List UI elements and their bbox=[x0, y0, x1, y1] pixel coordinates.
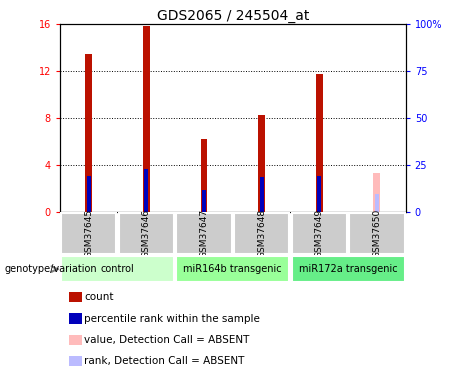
Bar bbox=[176, 256, 290, 282]
Text: count: count bbox=[84, 292, 113, 302]
Text: miR164b transgenic: miR164b transgenic bbox=[183, 264, 282, 274]
Bar bbox=[69, 356, 83, 366]
Text: percentile rank within the sample: percentile rank within the sample bbox=[84, 314, 260, 324]
Bar bbox=[118, 213, 174, 254]
Bar bbox=[61, 213, 116, 254]
Bar bbox=[176, 213, 231, 254]
Bar bbox=[258, 115, 265, 212]
Bar bbox=[143, 26, 150, 212]
Text: miR172a transgenic: miR172a transgenic bbox=[299, 264, 397, 274]
Bar bbox=[69, 292, 83, 303]
Bar bbox=[375, 194, 379, 212]
Text: rank, Detection Call = ABSENT: rank, Detection Call = ABSENT bbox=[84, 356, 244, 366]
Bar bbox=[373, 173, 380, 212]
Text: GSM37647: GSM37647 bbox=[200, 209, 208, 258]
Bar bbox=[234, 213, 290, 254]
Text: GSM37650: GSM37650 bbox=[372, 209, 381, 258]
Bar bbox=[316, 74, 323, 212]
Bar bbox=[69, 314, 83, 324]
Text: GSM37645: GSM37645 bbox=[84, 209, 93, 258]
Text: GSM37649: GSM37649 bbox=[315, 209, 324, 258]
Bar bbox=[260, 177, 264, 212]
Bar bbox=[144, 168, 148, 212]
Bar bbox=[69, 334, 83, 345]
Bar bbox=[61, 256, 174, 282]
Text: GSM37648: GSM37648 bbox=[257, 209, 266, 258]
Text: control: control bbox=[100, 264, 135, 274]
Bar bbox=[87, 176, 91, 212]
Bar bbox=[317, 176, 321, 212]
Title: GDS2065 / 245504_at: GDS2065 / 245504_at bbox=[157, 9, 309, 23]
Bar bbox=[349, 213, 405, 254]
Bar bbox=[291, 256, 405, 282]
Text: genotype/variation: genotype/variation bbox=[5, 264, 97, 274]
Text: GSM37646: GSM37646 bbox=[142, 209, 151, 258]
Bar bbox=[85, 54, 92, 212]
Text: value, Detection Call = ABSENT: value, Detection Call = ABSENT bbox=[84, 334, 249, 345]
Bar bbox=[201, 139, 207, 212]
Bar bbox=[291, 213, 347, 254]
Bar bbox=[202, 190, 206, 212]
